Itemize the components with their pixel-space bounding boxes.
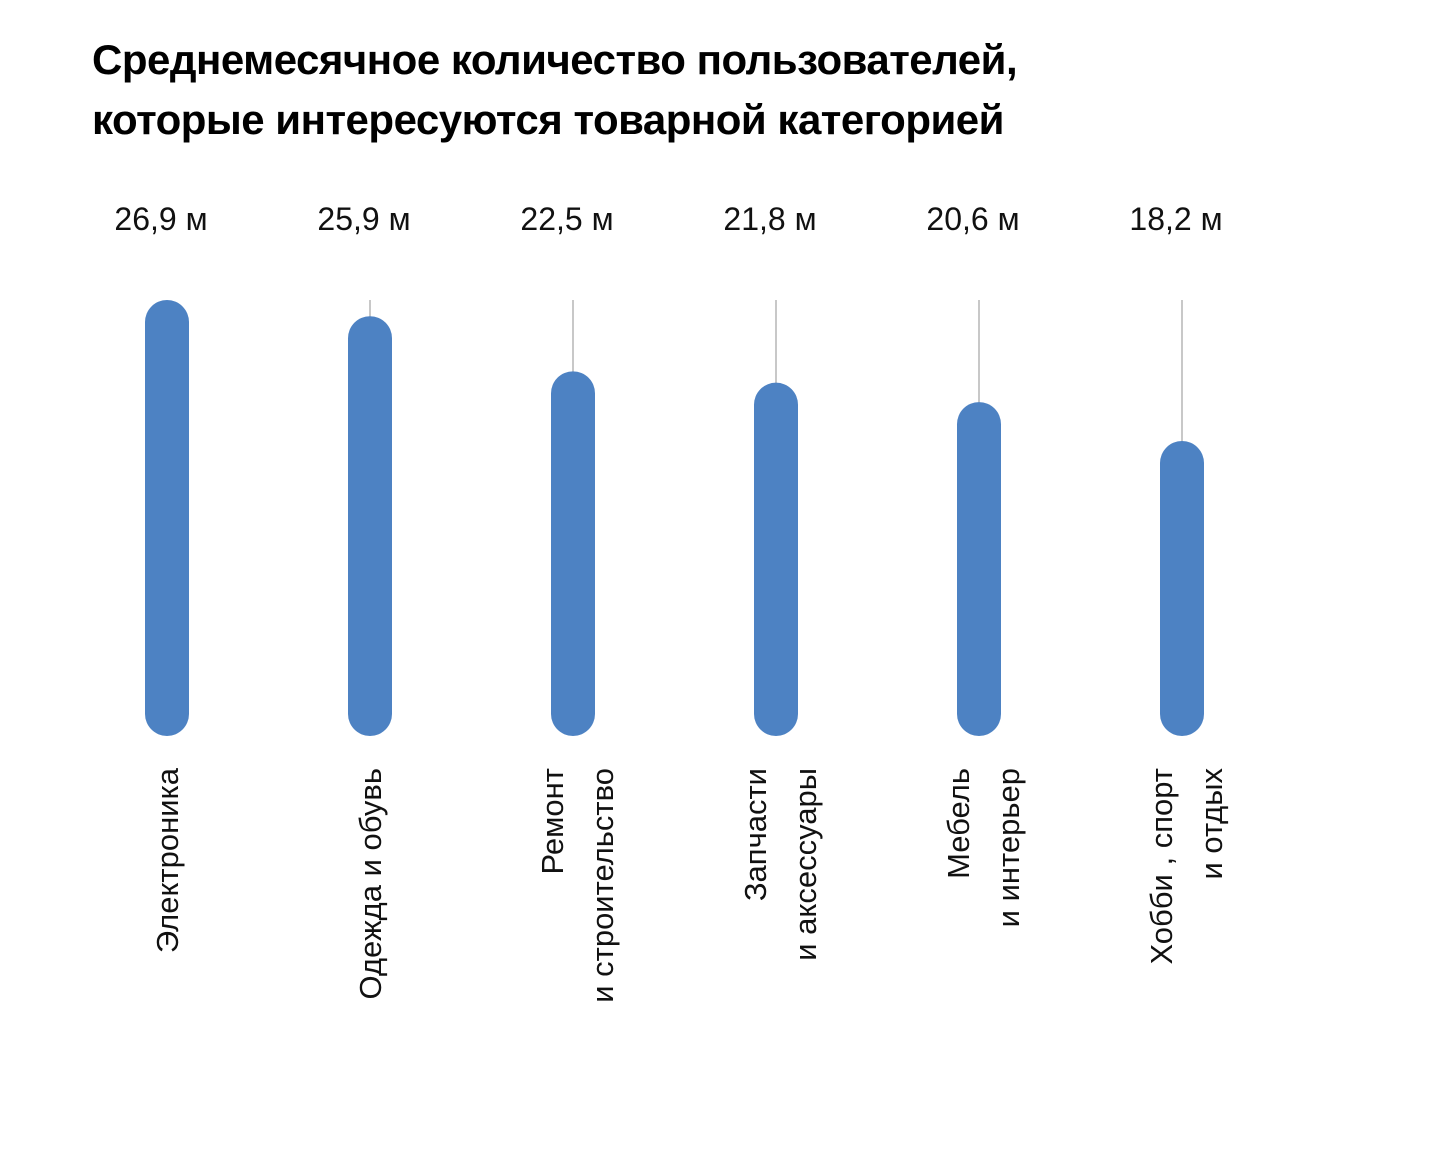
category-label-line: и аксессуары	[788, 768, 823, 961]
chart-title-line-2: которые интересуются товарной категорией	[92, 96, 1004, 143]
category-label: Запчасти и аксессуары	[738, 768, 823, 961]
category-label: Хобби , спорт и отдых	[1144, 768, 1229, 965]
category-label-line: и интерьер	[991, 768, 1026, 927]
value-labels: 26,9 м 25,9 м 22,5 м 21,8 м 20,6 м 18,2 м	[114, 201, 1222, 237]
category-label-line: Электроника	[150, 767, 185, 953]
bar	[348, 316, 392, 736]
category-label: Ремонт и строительство	[535, 768, 620, 1003]
value-label: 21,8 м	[723, 201, 816, 237]
bar	[145, 300, 189, 736]
bars	[145, 300, 1204, 736]
value-label: 22,5 м	[520, 201, 613, 237]
value-label: 26,9 м	[114, 201, 207, 237]
category-label-line: и строительство	[585, 768, 620, 1003]
bar	[957, 402, 1001, 736]
category-label-line: и отдых	[1194, 768, 1229, 880]
category-label: Электроника	[150, 767, 185, 953]
bar	[754, 382, 798, 736]
value-label: 25,9 м	[317, 201, 410, 237]
category-label-line: Мебель	[941, 768, 976, 879]
chart-title-line-1: Среднемесячное количество пользователей,	[92, 36, 1018, 83]
category-label-line: Хобби , спорт	[1144, 768, 1179, 965]
bar	[1160, 441, 1204, 736]
category-label-line: Одежда и обувь	[353, 768, 388, 999]
category-label-line: Ремонт	[535, 768, 570, 874]
category-label: Мебель и интерьер	[941, 768, 1026, 927]
chart-title: Среднемесячное количество пользователей,…	[92, 30, 1292, 150]
category-label-line: Запчасти	[738, 768, 773, 901]
value-label: 20,6 м	[926, 201, 1019, 237]
bar	[551, 371, 595, 736]
value-label: 18,2 м	[1129, 201, 1222, 237]
category-labels: Электроника Одежда и обувь Ремонт и строите…	[150, 767, 1229, 1003]
category-label: Одежда и обувь	[353, 768, 388, 999]
